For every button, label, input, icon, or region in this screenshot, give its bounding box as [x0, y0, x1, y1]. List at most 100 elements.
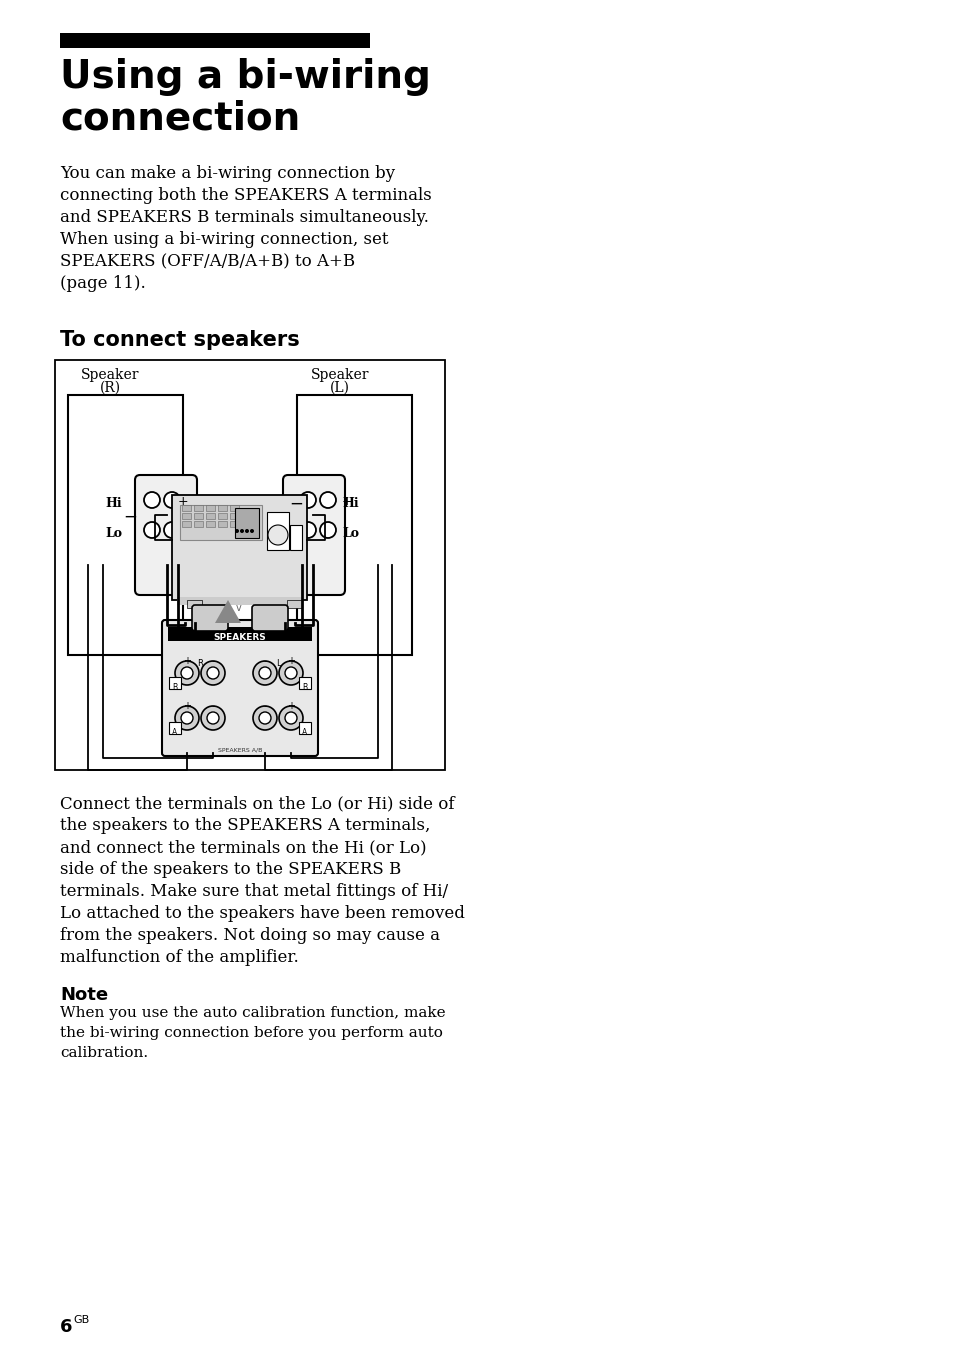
Text: When you use the auto calibration function, make: When you use the auto calibration functi…: [60, 1006, 445, 1019]
Circle shape: [319, 522, 335, 538]
Circle shape: [174, 706, 199, 730]
Bar: [68, 395, 183, 654]
Bar: [218, 521, 227, 527]
Circle shape: [164, 492, 180, 508]
Circle shape: [258, 667, 271, 679]
Text: L: L: [275, 658, 280, 668]
Circle shape: [144, 492, 160, 508]
Text: -: -: [263, 700, 267, 711]
Text: (page 11).: (page 11).: [60, 274, 146, 292]
Text: Lo: Lo: [105, 527, 122, 539]
Circle shape: [201, 706, 225, 730]
Bar: [287, 600, 302, 608]
Bar: [206, 506, 214, 511]
Text: R: R: [197, 658, 203, 668]
Text: from the speakers. Not doing so may cause a: from the speakers. Not doing so may caus…: [60, 927, 439, 944]
Text: calibration.: calibration.: [60, 1046, 148, 1060]
Text: and SPEAKERS B terminals simultaneously.: and SPEAKERS B terminals simultaneously.: [60, 210, 429, 226]
Text: −: −: [289, 495, 303, 512]
Circle shape: [299, 492, 315, 508]
Text: Lo attached to the speakers have been removed: Lo attached to the speakers have been re…: [60, 904, 464, 922]
Text: -: -: [211, 700, 214, 711]
Text: When using a bi-wiring connection, set: When using a bi-wiring connection, set: [60, 231, 388, 247]
Text: connection: connection: [60, 100, 300, 138]
Circle shape: [285, 713, 296, 725]
Text: side of the speakers to the SPEAKERS B: side of the speakers to the SPEAKERS B: [60, 861, 401, 877]
Circle shape: [285, 667, 296, 679]
Circle shape: [144, 522, 160, 538]
Text: Lo: Lo: [341, 527, 358, 539]
Circle shape: [278, 706, 303, 730]
Text: +: +: [183, 656, 191, 667]
Bar: [193, 512, 203, 519]
Text: B: B: [302, 683, 307, 692]
Text: -: -: [211, 656, 214, 667]
Bar: [298, 722, 311, 734]
Circle shape: [201, 661, 225, 685]
Bar: [180, 506, 262, 539]
Circle shape: [181, 667, 193, 679]
Bar: [234, 508, 258, 538]
Text: B: B: [172, 683, 177, 692]
Text: -: -: [263, 656, 267, 667]
Text: Hi: Hi: [105, 498, 121, 510]
FancyBboxPatch shape: [283, 475, 345, 595]
Bar: [187, 600, 202, 608]
Circle shape: [164, 522, 180, 538]
Circle shape: [245, 529, 249, 533]
Bar: [60, 32, 370, 49]
Bar: [169, 677, 181, 690]
Text: SPEAKERS: SPEAKERS: [213, 633, 266, 642]
Text: +: +: [341, 495, 353, 508]
Circle shape: [207, 713, 219, 725]
Text: +: +: [287, 700, 294, 711]
Text: A: A: [302, 727, 307, 737]
Text: A: A: [172, 727, 177, 737]
Bar: [206, 521, 214, 527]
Text: Note: Note: [60, 986, 108, 1005]
Circle shape: [234, 529, 239, 533]
Bar: [230, 506, 239, 511]
Text: Hi: Hi: [341, 498, 358, 510]
Text: v: v: [236, 603, 242, 612]
Text: +: +: [183, 700, 191, 711]
Circle shape: [268, 525, 288, 545]
Text: the speakers to the SPEAKERS A terminals,: the speakers to the SPEAKERS A terminals…: [60, 817, 430, 834]
Text: SPEAKERS (OFF/A/B/A+B) to A+B: SPEAKERS (OFF/A/B/A+B) to A+B: [60, 253, 355, 270]
Bar: [169, 722, 181, 734]
Text: connecting both the SPEAKERS A terminals: connecting both the SPEAKERS A terminals: [60, 187, 432, 204]
Circle shape: [207, 667, 219, 679]
Circle shape: [240, 529, 244, 533]
Text: +: +: [177, 495, 188, 508]
Circle shape: [181, 713, 193, 725]
Text: (R): (R): [99, 381, 120, 395]
Circle shape: [278, 661, 303, 685]
Text: Connect the terminals on the Lo (or Hi) side of: Connect the terminals on the Lo (or Hi) …: [60, 795, 454, 813]
Text: You can make a bi-wiring connection by: You can make a bi-wiring connection by: [60, 165, 395, 183]
Bar: [296, 395, 412, 654]
Bar: [177, 598, 302, 604]
Text: Using a bi-wiring: Using a bi-wiring: [60, 58, 431, 96]
Bar: [206, 512, 214, 519]
Text: Speaker: Speaker: [81, 368, 139, 383]
Text: −: −: [123, 508, 137, 526]
Circle shape: [258, 713, 271, 725]
Text: +: +: [287, 656, 294, 667]
Bar: [290, 525, 302, 550]
Text: terminals. Make sure that metal fittings of Hi/: terminals. Make sure that metal fittings…: [60, 883, 448, 900]
Text: To connect speakers: To connect speakers: [60, 330, 299, 350]
Bar: [172, 495, 307, 600]
Bar: [298, 677, 311, 690]
Circle shape: [253, 661, 276, 685]
Bar: [182, 506, 191, 511]
Bar: [218, 506, 227, 511]
FancyBboxPatch shape: [162, 621, 317, 756]
Bar: [218, 512, 227, 519]
Circle shape: [253, 706, 276, 730]
Text: the bi-wiring connection before you perform auto: the bi-wiring connection before you perf…: [60, 1026, 442, 1040]
Text: Speaker: Speaker: [311, 368, 369, 383]
Bar: [55, 360, 444, 771]
Bar: [168, 627, 312, 641]
Circle shape: [299, 522, 315, 538]
FancyBboxPatch shape: [135, 475, 196, 595]
